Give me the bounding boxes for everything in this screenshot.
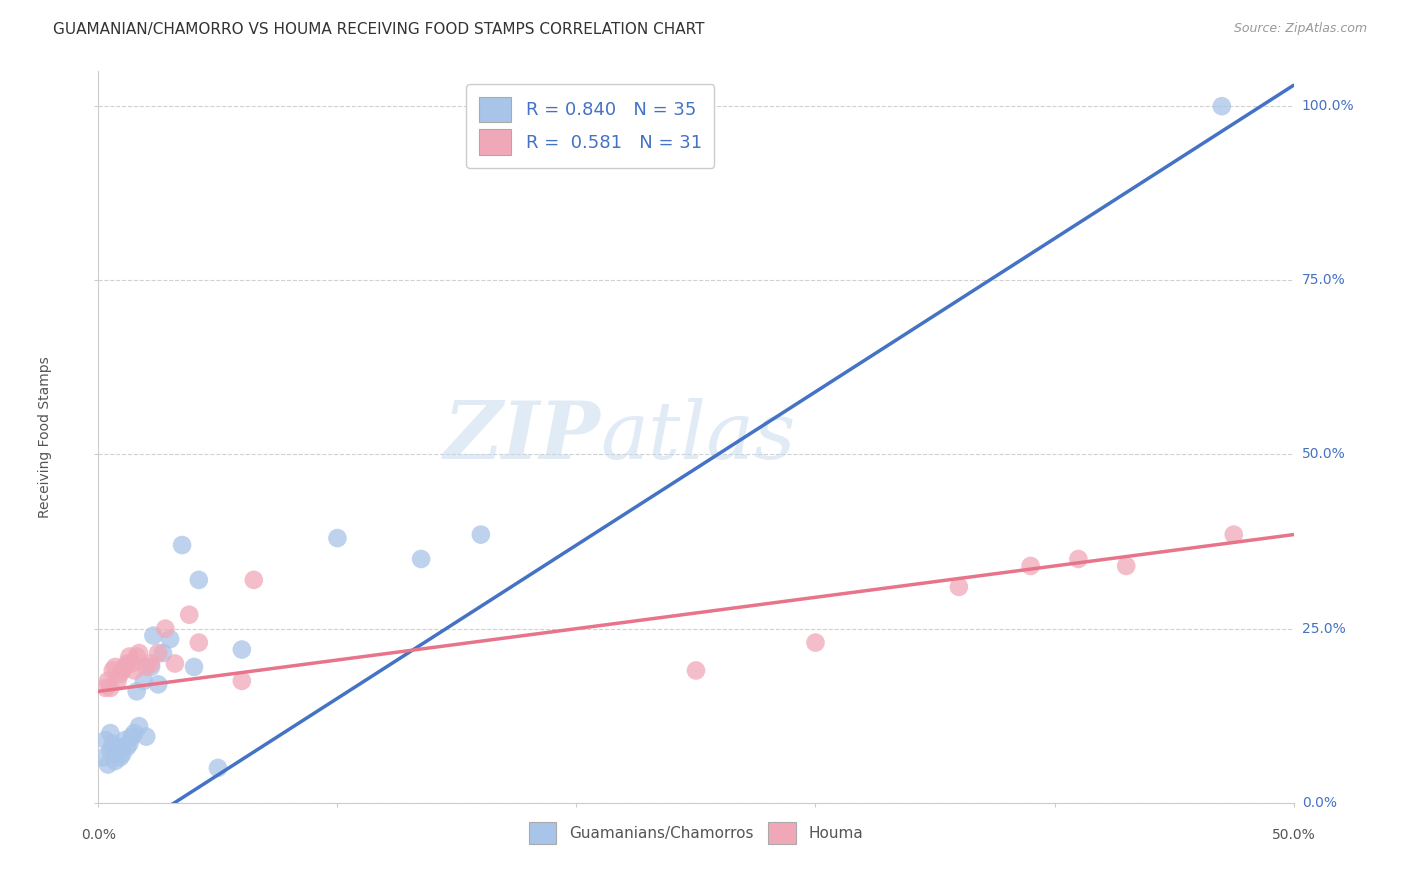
Point <box>97 673 120 688</box>
Point <box>1115 558 1137 573</box>
Legend: Guamanians/Chamorros, Houma: Guamanians/Chamorros, Houma <box>523 816 869 850</box>
Point <box>243 573 266 587</box>
Point <box>107 673 129 688</box>
Point <box>163 657 186 671</box>
Point <box>685 664 707 678</box>
Point <box>111 740 134 755</box>
Text: 100.0%: 100.0% <box>1302 99 1354 113</box>
Point <box>159 632 181 646</box>
Point <box>101 664 124 678</box>
Point <box>98 681 122 695</box>
Point <box>107 743 129 757</box>
Point <box>148 646 170 660</box>
Point <box>111 664 134 678</box>
Point <box>148 677 170 691</box>
Point <box>104 747 127 761</box>
Point <box>231 642 253 657</box>
Text: Receiving Food Stamps: Receiving Food Stamps <box>38 356 52 518</box>
Point <box>124 664 146 678</box>
Point <box>121 657 143 671</box>
Point <box>179 607 201 622</box>
Point <box>97 757 120 772</box>
Point <box>142 629 165 643</box>
Text: GUAMANIAN/CHAMORRO VS HOUMA RECEIVING FOOD STAMPS CORRELATION CHART: GUAMANIAN/CHAMORRO VS HOUMA RECEIVING FO… <box>53 22 704 37</box>
Point <box>187 635 209 649</box>
Point <box>135 660 157 674</box>
Text: 25.0%: 25.0% <box>1302 622 1346 636</box>
Point <box>101 737 124 751</box>
Point <box>115 740 138 755</box>
Text: Source: ZipAtlas.com: Source: ZipAtlas.com <box>1233 22 1367 36</box>
Point <box>135 730 157 744</box>
Point <box>124 726 146 740</box>
Point <box>91 750 114 764</box>
Point <box>108 750 131 764</box>
Point <box>115 657 138 671</box>
Point <box>111 747 134 761</box>
Point <box>98 726 122 740</box>
Point <box>326 531 349 545</box>
Text: 0.0%: 0.0% <box>1302 796 1337 810</box>
Point <box>121 730 143 744</box>
Point <box>411 552 433 566</box>
Point <box>108 667 131 681</box>
Point <box>183 660 205 674</box>
Point <box>104 660 127 674</box>
Point <box>94 733 117 747</box>
Point <box>128 719 150 733</box>
Point <box>172 538 194 552</box>
Text: 0.0%: 0.0% <box>82 828 115 842</box>
Point <box>804 635 827 649</box>
Point <box>207 761 229 775</box>
Point <box>139 657 162 671</box>
Point <box>1019 558 1042 573</box>
Point <box>128 646 150 660</box>
Point <box>104 754 127 768</box>
Point <box>118 737 141 751</box>
Point <box>152 646 174 660</box>
Point <box>94 681 117 695</box>
Text: 75.0%: 75.0% <box>1302 273 1346 287</box>
Text: ZIP: ZIP <box>443 399 600 475</box>
Point <box>98 743 122 757</box>
Point <box>1211 99 1233 113</box>
Point <box>125 684 148 698</box>
Point <box>132 673 155 688</box>
Point <box>948 580 970 594</box>
Point <box>231 673 253 688</box>
Text: 50.0%: 50.0% <box>1271 828 1316 842</box>
Point <box>125 649 148 664</box>
Point <box>118 649 141 664</box>
Point <box>187 573 209 587</box>
Point <box>139 660 162 674</box>
Point <box>114 733 136 747</box>
Point <box>470 527 492 541</box>
Point <box>155 622 177 636</box>
Text: 50.0%: 50.0% <box>1302 448 1346 461</box>
Point <box>1067 552 1090 566</box>
Text: atlas: atlas <box>600 399 796 475</box>
Point <box>1223 527 1246 541</box>
Point <box>114 660 136 674</box>
